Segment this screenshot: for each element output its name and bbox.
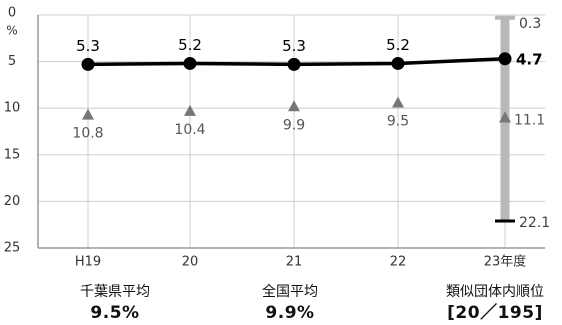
series-2-data-label: 9.9: [283, 117, 305, 133]
series-group: 10.8 10.4 9.9 9.5 11.1 5.3 5.2 5.3 5.2 4.7: [72, 36, 545, 142]
x-tick-label: 21: [286, 255, 303, 270]
series-2-data-label: 10.4: [174, 122, 205, 138]
x-tick-label: H19: [75, 255, 101, 270]
similar-group-rank-label: 類似団体内順位: [446, 284, 544, 300]
prefecture-average-value: 9.5%: [90, 303, 140, 323]
national-average-value: 9.9%: [265, 303, 315, 323]
series-1-marker: [183, 56, 197, 70]
range-bar-min-label: 0.3: [519, 16, 541, 32]
national-average-label: 全国平均: [262, 284, 318, 300]
series-1-marker: [81, 57, 95, 71]
series-1-data-label: 5.3: [282, 37, 306, 55]
similar-group-rank-value: [20／195]: [447, 303, 543, 323]
range-bar-max-label: 22.1: [519, 215, 550, 231]
y-axis-unit: %: [6, 24, 17, 38]
y-tick-label: 5: [8, 54, 16, 69]
series-2-marker: [392, 96, 404, 108]
national-average: 全国平均 9.9%: [215, 282, 365, 324]
series-1-data-label: 5.2: [178, 36, 202, 54]
y-tick-label: 20: [4, 194, 21, 209]
x-tick-label: 22: [390, 255, 407, 270]
prefecture-average-label: 千葉県平均: [80, 284, 150, 300]
series-2-marker: [82, 108, 94, 120]
series-2-data-label: 10.8: [72, 126, 103, 142]
y-tick-label: 10: [4, 101, 21, 116]
series-1-marker: [287, 57, 301, 71]
series-2-data-label: 9.5: [387, 114, 409, 130]
series-2-marker: [184, 104, 196, 116]
series-2-data-label: 11.1: [514, 112, 545, 128]
similar-group-rank: 類似団体内順位 [20／195]: [420, 282, 562, 324]
y-tick-label: 0: [8, 6, 16, 21]
x-tick-label: 20: [182, 255, 199, 270]
axis: 0 5 10 15 20 25% H19 20 21 22 23年度: [4, 6, 545, 270]
series-1-marker: [391, 56, 405, 70]
prefecture-average: 千葉県平均 9.5%: [40, 282, 190, 324]
series-1-data-label: 4.7: [516, 50, 543, 68]
y-tick-label: 25: [4, 241, 21, 256]
series-2-marker: [288, 100, 300, 112]
y-tick-label: 15: [4, 147, 21, 162]
series-1-marker: [498, 52, 512, 66]
series-1-data-label: 5.2: [386, 36, 410, 54]
x-tick-label: 23年度: [484, 254, 527, 270]
series-2-marker: [499, 111, 511, 123]
series-1-data-label: 5.3: [76, 37, 100, 55]
